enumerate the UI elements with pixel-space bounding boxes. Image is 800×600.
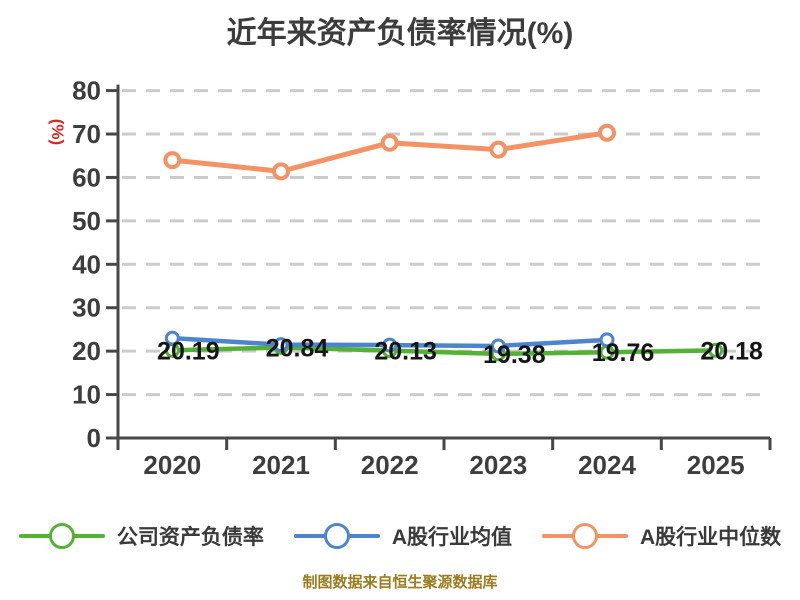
data-label: 19.76: [592, 339, 655, 367]
x-tick-label: 2023: [469, 450, 527, 480]
legend-item-industry-median[interactable]: A股行业中位数: [542, 521, 781, 551]
data-point-industry-average: [382, 337, 398, 353]
legend-line-marker-industry-median: [542, 523, 628, 549]
y-tick-label: 40: [72, 249, 101, 279]
data-source-note: 制图数据来自恒生聚源数据库: [302, 574, 498, 591]
y-tick-label: 60: [72, 162, 101, 192]
y-tick-label: 50: [72, 206, 101, 236]
data-point-industry-median: [598, 123, 616, 142]
data-point-industry-average: [164, 330, 180, 346]
x-tick-label: 2025: [687, 450, 745, 480]
circle-marker-icon: [48, 523, 75, 549]
x-tick-label: 2020: [143, 450, 201, 480]
y-tick-label: 20: [72, 336, 101, 366]
data-point-industry-average: [273, 337, 289, 353]
data-label: 19.38: [483, 341, 546, 369]
y-tick-label: 30: [72, 293, 101, 323]
data-label: 20.84: [266, 335, 329, 363]
data-label: 20.19: [157, 337, 220, 365]
data-point-industry-average: [490, 338, 506, 354]
legend-label: 公司资产负债率: [116, 526, 264, 549]
circle-marker-icon: [323, 523, 350, 549]
y-tick-label: 10: [72, 380, 101, 410]
x-tick-label: 2022: [361, 450, 419, 480]
series-line-company: [170, 345, 718, 357]
y-tick-label: 0: [87, 423, 101, 453]
legend-item-company-ratio[interactable]: 公司资产负债率: [18, 521, 264, 551]
data-point-industry-median: [380, 133, 399, 152]
data-point-industry-median: [272, 162, 290, 181]
legend-label: A股行业均值: [391, 526, 512, 549]
x-tick-label: 2024: [578, 450, 636, 480]
legend-line-marker-industry-average: [293, 523, 380, 549]
y-tick-label: 80: [72, 76, 101, 106]
legend: 公司资产负债率 A股行业均值 A股行业中位数: [0, 521, 800, 551]
data-label: 20.18: [700, 337, 763, 365]
chart-title: 近年来资产负债率情况(%): [226, 17, 574, 50]
legend-item-industry-average[interactable]: A股行业均值: [293, 521, 512, 551]
legend-label: A股行业中位数: [640, 526, 782, 549]
x-tick-label: 2021: [252, 450, 310, 480]
data-point-industry-average: [599, 332, 615, 348]
data-point-industry-median: [489, 140, 508, 159]
data-point-company: [708, 342, 724, 358]
legend-line-marker-company: [18, 523, 105, 549]
circle-marker-icon: [572, 523, 598, 549]
data-point-industry-median: [163, 151, 182, 170]
data-label: 20.13: [374, 338, 437, 366]
y-tick-label: 70: [72, 119, 101, 149]
